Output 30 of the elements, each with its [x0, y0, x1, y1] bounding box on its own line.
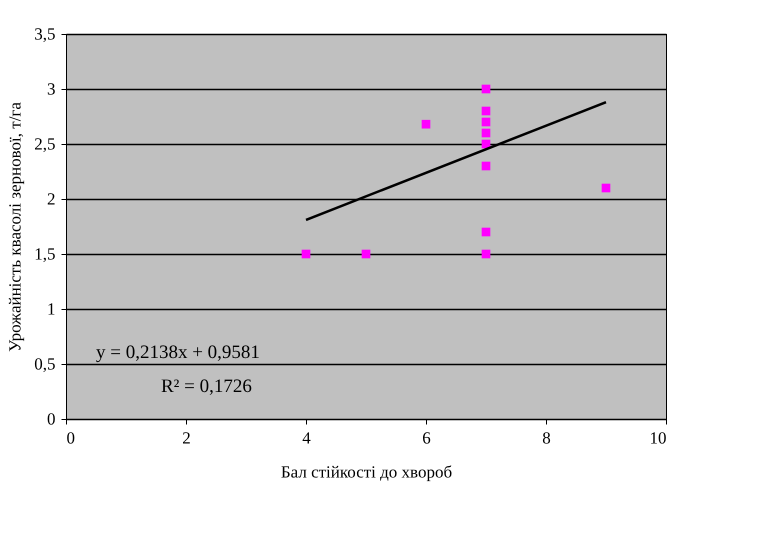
annotation: y = 0,2138x + 0,9581 — [96, 342, 260, 363]
annotation: R² = 0,1726 — [161, 376, 252, 397]
point — [482, 140, 490, 148]
y-tick-label: 0,5 — [34, 354, 56, 374]
x-tick-label: 4 — [302, 428, 312, 448]
point — [602, 184, 610, 192]
y-tick-label: 2 — [47, 190, 56, 208]
x-tick-label: 2 — [182, 428, 191, 448]
point — [302, 250, 310, 258]
point — [482, 228, 490, 236]
y-tick-label: 0 — [47, 410, 56, 428]
x-tick-label: 10 — [650, 428, 666, 448]
point — [482, 162, 490, 170]
point — [482, 128, 490, 138]
point — [482, 84, 490, 94]
x-axis-title: Бал стійкості до хвороб — [280, 462, 452, 482]
point — [482, 118, 490, 126]
x-tick-label: 6 — [422, 428, 431, 448]
point — [482, 250, 490, 258]
x-tick-label: 0 — [66, 428, 75, 448]
y-tick-label: 3,5 — [34, 24, 56, 44]
y-tick-label: 1 — [47, 300, 56, 318]
point — [362, 250, 370, 258]
y-axis-title: Урожайність квасолі зернової, т/га — [5, 102, 24, 352]
point — [482, 106, 490, 116]
y-tick-label: 1,5 — [34, 244, 56, 264]
point — [422, 120, 430, 129]
y-tick-label: 2,5 — [34, 134, 56, 154]
x-tick-label: 8 — [542, 428, 551, 448]
y-tick-label: 3 — [47, 80, 56, 98]
